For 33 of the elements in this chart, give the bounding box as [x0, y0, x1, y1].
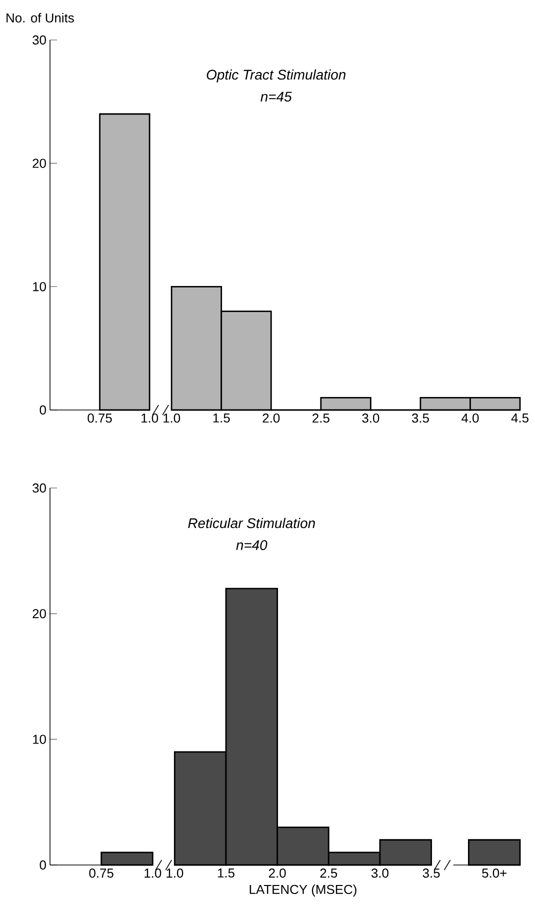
annotation: n=40	[236, 540, 268, 550]
y-tick-label: 30	[32, 35, 46, 45]
annotation: n=45	[260, 92, 292, 102]
x-tick-label: 3.0	[371, 868, 388, 878]
x-tick-label: 1.0	[166, 868, 184, 878]
x-tick-label: 3.0	[362, 414, 380, 423]
x-tick-label: 5.0+	[482, 868, 506, 878]
x-tick-label: 3.5	[422, 868, 440, 878]
x-tick-label: 1.5	[213, 414, 230, 423]
x-tick-label: 2.0	[262, 414, 280, 423]
y-tick-label: 10	[33, 282, 46, 292]
annotation: Reticular Stimulation	[188, 518, 315, 528]
x-tick-label: 2.5	[312, 414, 330, 423]
x-tick-label: 1.0	[164, 414, 180, 423]
x-tick-label: 4.0	[462, 414, 479, 423]
x-tick-label: 2.0	[268, 868, 286, 878]
x-tick-label: 4.5	[511, 414, 528, 423]
y-tick-label: 0	[40, 405, 46, 415]
y-tick-label: 10	[33, 734, 46, 744]
x-tick-label: 2.5	[320, 868, 338, 878]
x-tick-label: 3.5	[412, 414, 429, 423]
x-tick-label: 1.0	[142, 414, 158, 423]
y-tick-label: 30	[32, 483, 46, 493]
y-tick-label: 20	[32, 158, 46, 168]
x-tick-label: 1.0	[144, 868, 162, 878]
x-axis-title: LATENCY (MSEC)	[250, 884, 356, 897]
y-tick-label: 20	[32, 609, 46, 618]
x-tick-label: 1.5	[218, 868, 234, 878]
x-tick-label: 0.75	[88, 414, 112, 423]
x-tick-label: 0.75	[89, 868, 114, 878]
annotation: Optic Tract Stimulation	[206, 69, 346, 82]
y-tick-label: 0	[40, 860, 46, 870]
y-axis-title: No. of Units	[6, 12, 74, 22]
